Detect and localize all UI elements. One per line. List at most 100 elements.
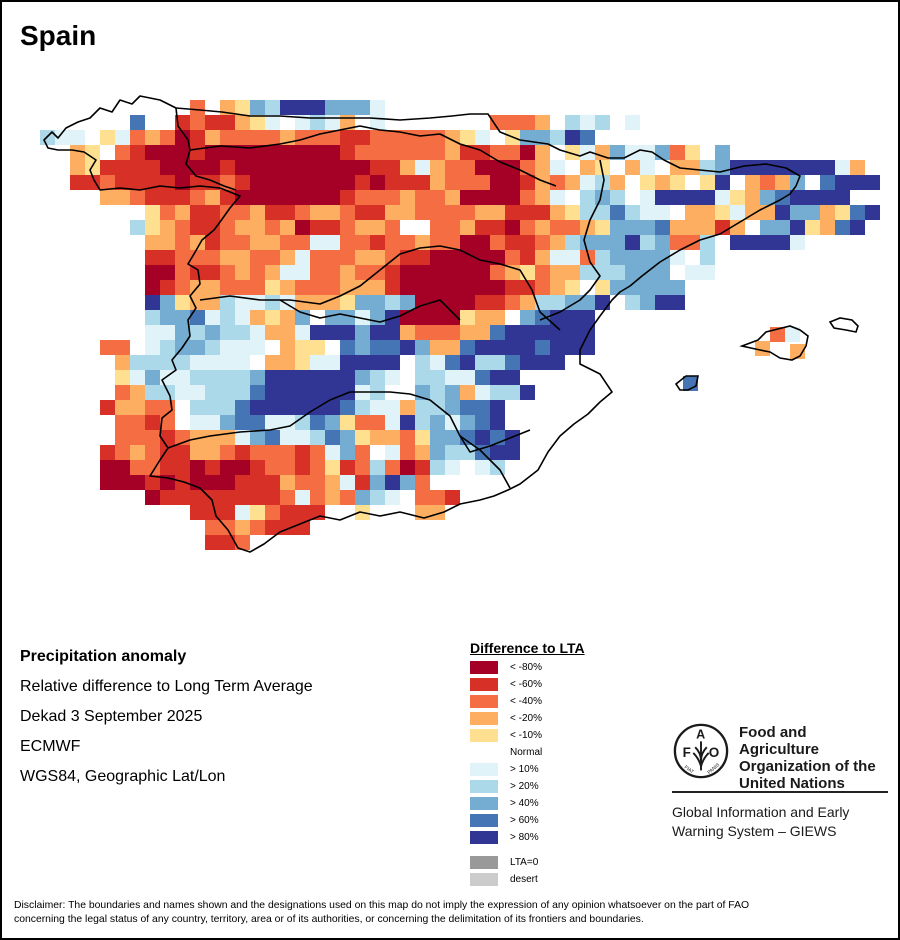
grid-cell	[340, 130, 355, 145]
grid-cell	[685, 205, 700, 220]
legend-swatch	[470, 831, 498, 844]
grid-cell	[220, 265, 235, 280]
grid-cell	[520, 190, 535, 205]
grid-cell	[820, 175, 835, 190]
grid-cell	[400, 400, 415, 415]
map-title: Spain	[20, 20, 97, 51]
grid-cell	[565, 205, 580, 220]
grid-cell	[340, 145, 355, 160]
grid-cell	[355, 145, 370, 160]
legend-item: LTA=0	[470, 854, 630, 871]
grid-cell	[700, 190, 715, 205]
grid-cell	[850, 220, 865, 235]
grid-cell	[475, 325, 490, 340]
grid-cell	[385, 490, 400, 505]
grid-cell	[205, 310, 220, 325]
grid-cell	[475, 415, 490, 430]
grid-cell	[85, 160, 100, 175]
grid-cell	[505, 145, 520, 160]
grid-cell	[475, 460, 490, 475]
grid-cell	[415, 160, 430, 175]
grid-cell	[310, 490, 325, 505]
grid-cell	[175, 250, 190, 265]
grid-cell	[520, 175, 535, 190]
fao-name: Food and Agriculture Organization of the…	[739, 724, 888, 792]
grid-cell	[295, 100, 310, 115]
grid-cell	[610, 235, 625, 250]
grid-cell	[280, 160, 295, 175]
grid-cell	[565, 325, 580, 340]
grid-cell	[505, 355, 520, 370]
grid-cell	[145, 430, 160, 445]
grid-cell	[820, 190, 835, 205]
grid-cell	[460, 385, 475, 400]
grid-cell	[160, 415, 175, 430]
grid-cell	[205, 355, 220, 370]
legend-swatch	[470, 678, 498, 691]
grid-cell	[250, 160, 265, 175]
grid-cell	[235, 385, 250, 400]
grid-cell	[100, 130, 115, 145]
legend-item: Normal	[470, 744, 630, 761]
grid-cell	[460, 265, 475, 280]
grid-cell	[580, 295, 595, 310]
grid-cell	[520, 325, 535, 340]
grid-cell	[550, 235, 565, 250]
grid-cell	[130, 415, 145, 430]
grid-cell	[325, 400, 340, 415]
grid-cell	[190, 400, 205, 415]
grid-cell	[295, 505, 310, 520]
grid-cell	[340, 160, 355, 175]
grid-cell	[235, 400, 250, 415]
grid-cell	[130, 460, 145, 475]
grid-cell	[355, 220, 370, 235]
grid-cell	[505, 250, 520, 265]
grid-cell	[265, 220, 280, 235]
grid-cell	[145, 370, 160, 385]
grid-cell	[415, 235, 430, 250]
grid-cell	[655, 235, 670, 250]
grid-cell	[475, 160, 490, 175]
grid-cell	[145, 310, 160, 325]
grid-cell	[205, 220, 220, 235]
legend-item: desert	[470, 871, 630, 888]
anomaly-grid	[40, 100, 880, 550]
grid-cell	[415, 445, 430, 460]
grid-cell	[640, 205, 655, 220]
grid-cell	[235, 490, 250, 505]
grid-cell	[265, 205, 280, 220]
grid-cell	[205, 445, 220, 460]
grid-cell	[790, 235, 805, 250]
grid-cell	[145, 460, 160, 475]
grid-cell	[505, 385, 520, 400]
grid-cell	[310, 460, 325, 475]
legend-swatch	[470, 695, 498, 708]
grid-cell	[595, 145, 610, 160]
grid-cell	[625, 160, 640, 175]
legend-label: desert	[510, 874, 538, 885]
grid-cell	[325, 355, 340, 370]
island-grid-cell	[755, 341, 770, 356]
grid-cell	[475, 295, 490, 310]
legend-label: > 20%	[510, 781, 539, 792]
grid-cell	[175, 235, 190, 250]
grid-cell	[205, 475, 220, 490]
legend-label: > 60%	[510, 815, 539, 826]
grid-cell	[310, 205, 325, 220]
grid-cell	[130, 400, 145, 415]
grid-cell	[370, 370, 385, 385]
grid-cell	[415, 280, 430, 295]
grid-cell	[415, 430, 430, 445]
grid-cell	[730, 205, 745, 220]
grid-cell	[415, 460, 430, 475]
grid-cell	[835, 175, 850, 190]
grid-cell	[190, 145, 205, 160]
grid-cell	[625, 115, 640, 130]
disclaimer-line1: Disclaimer: The boundaries and names sho…	[14, 900, 750, 911]
grid-cell	[160, 295, 175, 310]
grid-cell	[490, 370, 505, 385]
grid-cell	[595, 280, 610, 295]
grid-cell	[355, 250, 370, 265]
grid-cell	[220, 400, 235, 415]
grid-cell	[490, 385, 505, 400]
